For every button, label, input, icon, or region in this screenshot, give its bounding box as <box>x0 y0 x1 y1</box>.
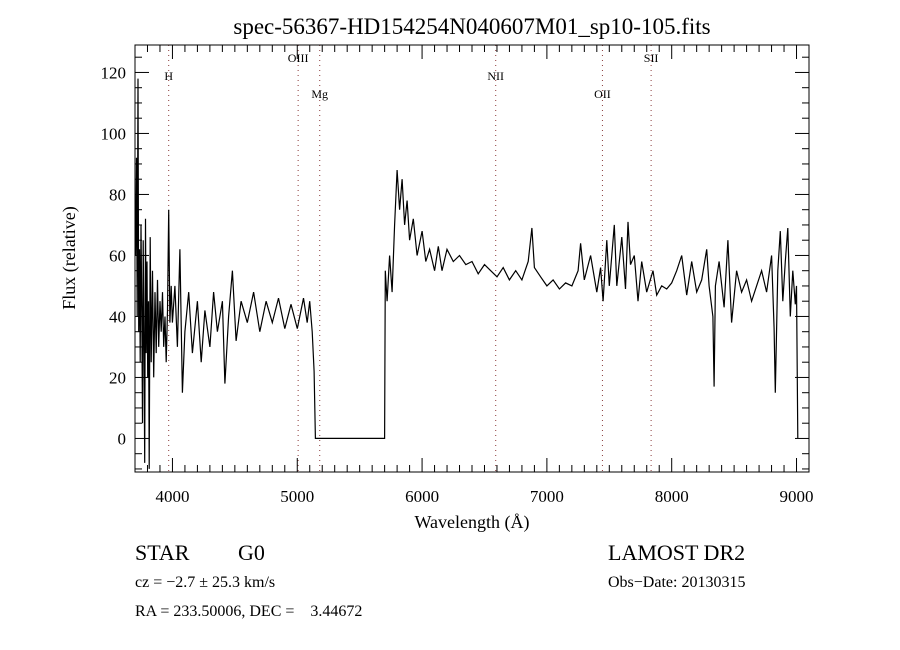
y-tick-label: 60 <box>109 246 126 265</box>
x-tick-label: 4000 <box>155 487 189 506</box>
y-tick-label: 40 <box>109 307 126 326</box>
y-tick-label: 80 <box>109 185 126 204</box>
line-marker-label: NII <box>487 69 504 83</box>
y-tick-label: 20 <box>109 368 126 387</box>
y-axis-label: Flux (relative) <box>59 206 80 309</box>
x-axis-label: Wavelength (Å) <box>414 512 529 533</box>
line-marker-label: Mg <box>311 87 328 101</box>
x-tick-label: 6000 <box>405 487 439 506</box>
line-marker-label: OIII <box>288 51 309 65</box>
y-tick-label: 0 <box>118 429 127 448</box>
x-tick-label: 8000 <box>655 487 689 506</box>
y-tick-label: 120 <box>101 63 127 82</box>
spectrum-line <box>135 78 799 469</box>
x-tick-label: 5000 <box>280 487 314 506</box>
line-marker-label: SII <box>644 51 659 65</box>
obs-date: Obs−Date: 20130315 <box>608 574 746 591</box>
line-marker-label: H <box>164 69 173 83</box>
object-class: STAR <box>135 540 190 565</box>
x-tick-label: 9000 <box>780 487 814 506</box>
line-marker-label: OII <box>594 87 611 101</box>
plot-frame <box>134 44 810 473</box>
chart-title: spec-56367-HD154254N040607M01_sp10-105.f… <box>233 14 710 39</box>
redshift-velocity: cz = −2.7 ± 25.3 km/s <box>135 574 276 591</box>
coordinates: RA = 233.50006, DEC = 3.44672 <box>135 603 363 620</box>
x-tick-label: 7000 <box>530 487 564 506</box>
survey-name: LAMOST DR2 <box>608 540 746 565</box>
object-subclass: G0 <box>238 540 265 565</box>
y-tick-label: 100 <box>101 124 127 143</box>
